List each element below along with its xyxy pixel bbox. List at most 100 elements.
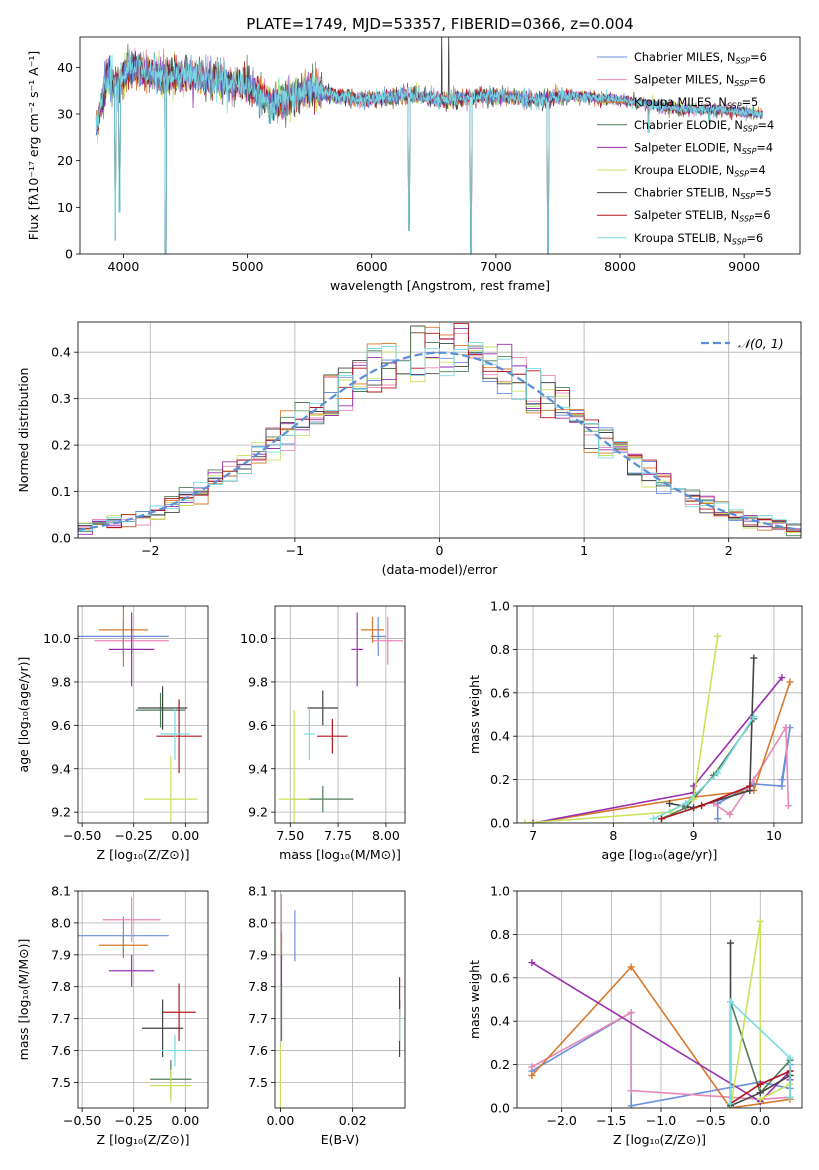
x-tick-label: −1 [286,543,304,558]
gridlines [517,606,802,823]
axes-frame [516,605,803,824]
y-tick-label: 0.4 [51,345,71,360]
plus-marker [756,917,764,925]
x-tick-label: 5000 [232,259,264,274]
weight-series-0 [716,727,791,819]
ticks [74,890,186,1112]
y-tick-label: 7.8 [248,979,268,994]
y-tick-label: 7.9 [51,947,71,962]
y-tick-label: 10 [57,200,73,215]
axes-frame [274,605,406,824]
errorbar-point-2 [361,616,384,643]
ticks [271,890,354,1112]
plus-marker [778,776,786,784]
plus-marker [649,815,657,823]
axes-frame [77,605,209,824]
y-tick-label: 20 [57,153,73,168]
plus-marker [727,1100,735,1108]
y-tick-label: 9.6 [51,718,71,733]
plus-marker [782,724,790,732]
plus-marker [750,654,758,662]
y-tick-label: 0.2 [490,1057,510,1072]
y-tick-label: 1.0 [490,599,510,614]
plus-marker [627,1102,635,1108]
x-axis-label: Z [log₁₀(Z/Z⊙)] [97,847,190,862]
y-tick-label: 7.9 [248,947,268,962]
y-tick-label: 0.0 [51,531,71,546]
panel-age-vs-mass: 7.50 7.75 8.00 9.2 9.4 9.6 9.8 10.0 mass [log₁₀(… [240,605,406,862]
y-tick-label: 10.0 [43,631,71,646]
errorbar-point-1 [102,897,161,943]
y-tick-label: 0.4 [490,1014,510,1029]
x-tick-label: 0.0 [750,1113,770,1128]
axes-frame [77,890,209,1109]
y-tick-label: 1.0 [490,884,510,899]
y-axis-label: mass [log₁₀(M/M⊙)] [16,939,31,1061]
plus-marker [756,1095,764,1103]
spectrum-line-8 [95,48,763,254]
figure-title: PLATE=1749, MJD=53357, FIBERID=0366, z=0… [246,15,633,33]
y-tick-label: 30 [57,107,73,122]
plus-marker [714,769,722,777]
y-tick-label: 10.0 [240,631,268,646]
plot-area [517,891,802,1108]
weight-series-7 [661,785,751,820]
x-axis-label: mass [log₁₀(M/M⊙)] [279,847,401,862]
errorbar-point-8 [303,707,316,761]
x-tick-label: 2 [725,543,733,558]
x-tick-label: 0.00 [171,828,199,843]
y-tick-label: 8.0 [51,915,71,930]
y-tick-label: 9.4 [248,761,268,776]
x-tick-label: 8.00 [372,828,400,843]
plus-marker [529,819,537,823]
errorbar-point-0 [370,616,386,656]
y-axis-label: mass weight [467,960,482,1039]
plus-marker [786,1054,794,1062]
x-tick-label: 8 [609,828,617,843]
panel-weight-vs-Z: −2.0 −1.5 −1.0 −0.5 0.0 0.0 0.2 0.4 0.6 0.8 1.0 Z [… [467,884,803,1147]
errorbar-point-1 [372,616,404,665]
plus-marker [727,998,735,1006]
plus-marker [746,782,754,790]
errorbar-point-4 [108,954,155,987]
y-tick-label: 0.6 [490,685,510,700]
legend-label: Kroupa STELIB, NSSP=6 [634,232,763,247]
legend-label: Kroupa MILES, NSSP=5 [634,96,758,111]
x-tick-label: 1 [580,543,588,558]
legend-label: Chabrier STELIB, NSSP=5 [634,187,772,202]
y-tick-label: 40 [57,60,73,75]
y-tick-label: 9.4 [51,761,71,776]
x-axis-label: Z [log₁₀(Z/Z⊙)] [613,1132,706,1147]
plus-marker [786,678,794,686]
plus-marker [750,776,758,784]
plus-marker [756,1089,764,1097]
x-tick-label: 10 [766,828,782,843]
legend-label: Salpeter ELODIE, NSSP=4 [634,141,773,156]
y-tick-label: 0.0 [490,1101,510,1116]
y-tick-label: 0.8 [490,927,510,942]
y-tick-label: 7.5 [51,1075,71,1090]
y-tick-label: 7.7 [248,1011,268,1026]
y-tick-label: 7.5 [248,1075,268,1090]
legend-label: Chabrier MILES, NSSP=6 [634,51,767,66]
plot-area [275,606,405,823]
y-axis-label: Normed distribution [16,368,31,493]
x-tick-label: 6000 [356,259,388,274]
y-tick-label: 8.0 [248,915,268,930]
errorbar-point-8 [160,707,190,761]
errorbar-point-6 [137,686,188,730]
x-tick-label: 0.02 [339,1113,367,1128]
plot-area [95,37,763,254]
ticks [513,605,775,827]
x-tick-label: 4000 [108,259,140,274]
y-axis-label: mass weight [467,675,482,754]
errorbar-point-7 [317,718,348,754]
errorbar-point-6 [307,690,339,726]
gridlines [78,891,208,1108]
y-tick-label: 7.6 [248,1043,268,1058]
y-tick-label: 0.6 [490,970,510,985]
errorbar-point-5 [150,1069,192,1102]
plus-marker [658,815,666,823]
gaussian-reference-line [78,351,801,531]
